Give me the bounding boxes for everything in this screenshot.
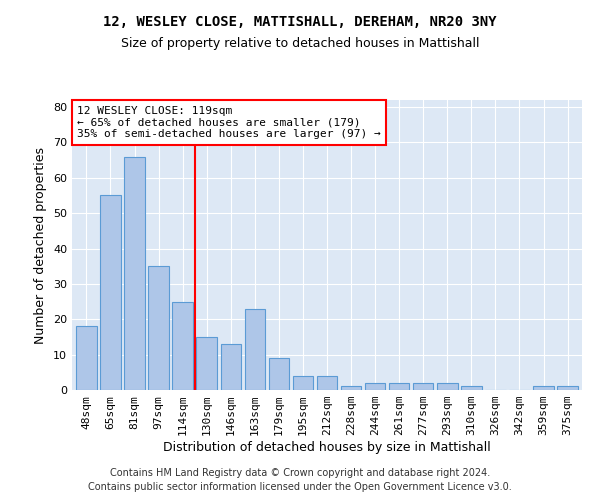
Text: Size of property relative to detached houses in Mattishall: Size of property relative to detached ho… xyxy=(121,38,479,51)
Bar xyxy=(245,308,265,390)
Bar xyxy=(317,376,337,390)
Y-axis label: Number of detached properties: Number of detached properties xyxy=(34,146,47,344)
Bar xyxy=(461,386,482,390)
Bar xyxy=(389,383,409,390)
Bar xyxy=(437,383,458,390)
Bar xyxy=(341,386,361,390)
Bar xyxy=(124,156,145,390)
Bar xyxy=(196,337,217,390)
Bar xyxy=(269,358,289,390)
Bar xyxy=(76,326,97,390)
Bar xyxy=(557,386,578,390)
Bar xyxy=(148,266,169,390)
Text: Contains HM Land Registry data © Crown copyright and database right 2024.: Contains HM Land Registry data © Crown c… xyxy=(110,468,490,477)
Bar xyxy=(100,196,121,390)
Text: 12 WESLEY CLOSE: 119sqm
← 65% of detached houses are smaller (179)
35% of semi-d: 12 WESLEY CLOSE: 119sqm ← 65% of detache… xyxy=(77,106,381,139)
Bar xyxy=(172,302,193,390)
Bar xyxy=(293,376,313,390)
Text: Contains public sector information licensed under the Open Government Licence v3: Contains public sector information licen… xyxy=(88,482,512,492)
Bar xyxy=(221,344,241,390)
Text: 12, WESLEY CLOSE, MATTISHALL, DEREHAM, NR20 3NY: 12, WESLEY CLOSE, MATTISHALL, DEREHAM, N… xyxy=(103,15,497,29)
Bar xyxy=(365,383,385,390)
Bar xyxy=(533,386,554,390)
Bar xyxy=(413,383,433,390)
X-axis label: Distribution of detached houses by size in Mattishall: Distribution of detached houses by size … xyxy=(163,441,491,454)
